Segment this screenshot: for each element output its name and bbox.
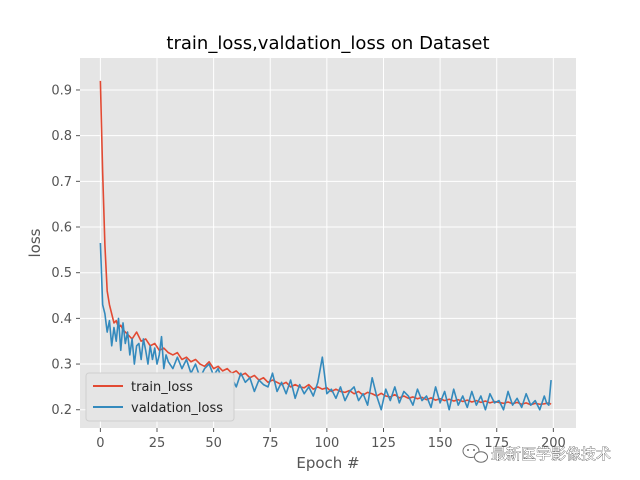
x-tick-label: 75	[262, 436, 279, 451]
x-tick-label: 200	[541, 436, 566, 451]
grid-layer	[80, 58, 576, 428]
y-tick-label: 0.7	[51, 175, 72, 190]
wechat-icon	[462, 444, 488, 463]
watermark-text: 最新医学影像技术	[491, 445, 611, 463]
y-tick-label: 0.2	[51, 403, 72, 418]
plot-area	[80, 58, 576, 428]
x-tick-label: 100	[314, 436, 339, 451]
y-tick-label: 0.5	[51, 266, 72, 281]
legend-label-train-loss: train_loss	[131, 380, 193, 395]
y-tick-label: 0.9	[51, 83, 72, 98]
y-tick-label: 0.4	[51, 312, 72, 327]
y-tick-label: 0.8	[51, 129, 72, 144]
x-tick-label: 125	[371, 436, 396, 451]
x-tick-label: 175	[484, 436, 509, 451]
x-tick-label: 0	[96, 436, 104, 451]
series-layer	[99, 80, 552, 411]
legend: train_loss valdation_loss	[85, 372, 235, 422]
y-axis-label: loss	[26, 228, 44, 257]
x-tick-label: 25	[149, 436, 166, 451]
x-tick-label: 150	[428, 436, 453, 451]
x-tick-label: 50	[205, 436, 222, 451]
watermark: 最新医学影像技术	[462, 444, 611, 463]
chart-title: train_loss,valdation_loss on Dataset	[166, 33, 489, 54]
y-tick-label: 0.6	[51, 221, 72, 236]
tick-layer: 0 25 50 75 100 125 150 175 200 0.2 0.3 0.4 0.5 0.6 0.7…	[51, 83, 565, 451]
x-axis-label: Epoch #	[296, 454, 359, 472]
y-tick-label: 0.3	[51, 358, 72, 373]
legend-label-valdation-loss: valdation_loss	[131, 401, 223, 416]
series-line-valdation-loss	[99, 242, 552, 411]
